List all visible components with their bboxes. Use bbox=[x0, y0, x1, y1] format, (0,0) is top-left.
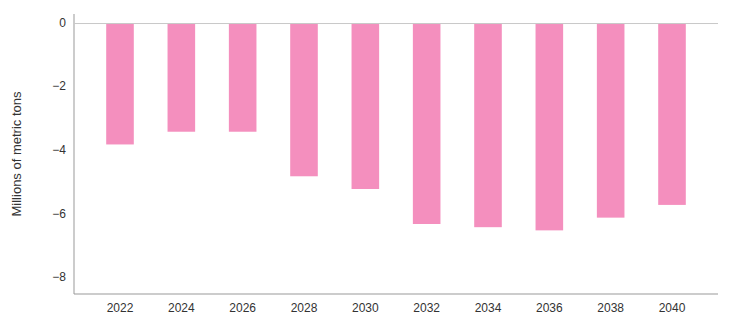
bar bbox=[290, 24, 318, 177]
bar bbox=[413, 24, 441, 224]
x-tick-label: 2026 bbox=[229, 301, 256, 315]
zero-line bbox=[74, 23, 718, 24]
x-tick-label: 2024 bbox=[168, 301, 195, 315]
bars bbox=[106, 24, 686, 231]
y-tick-label: −4 bbox=[52, 143, 66, 157]
x-tick-label: 2036 bbox=[536, 301, 563, 315]
y-axis-label: Millions of metric tons bbox=[9, 91, 24, 216]
bar bbox=[658, 24, 686, 205]
bar bbox=[597, 24, 625, 218]
page: {"chart_data": {"type": "bar", "ylabel":… bbox=[0, 0, 740, 330]
y-tick-label: −6 bbox=[52, 207, 66, 221]
x-tick-label: 2032 bbox=[413, 301, 440, 315]
x-tick-label: 2022 bbox=[107, 301, 134, 315]
x-tick-label: 2030 bbox=[352, 301, 379, 315]
bar bbox=[474, 24, 502, 228]
bar bbox=[536, 24, 564, 231]
x-axis-line bbox=[74, 294, 718, 295]
y-tick-label: 0 bbox=[59, 16, 66, 30]
x-tick-label: 2028 bbox=[291, 301, 318, 315]
bar bbox=[352, 24, 380, 189]
y-tick-label: −2 bbox=[52, 79, 66, 93]
chart: 0 −2 −4 −6 −8 2022 2024 2026 2028 2030 2032 2034 203… bbox=[0, 0, 740, 330]
y-axis-line bbox=[74, 14, 75, 294]
y-tick-label: −8 bbox=[52, 270, 66, 284]
x-tick-label: 2040 bbox=[659, 301, 686, 315]
bar bbox=[168, 24, 196, 132]
bar bbox=[229, 24, 257, 132]
x-tick-label: 2034 bbox=[475, 301, 502, 315]
bar bbox=[106, 24, 134, 145]
x-tick-label: 2038 bbox=[597, 301, 624, 315]
